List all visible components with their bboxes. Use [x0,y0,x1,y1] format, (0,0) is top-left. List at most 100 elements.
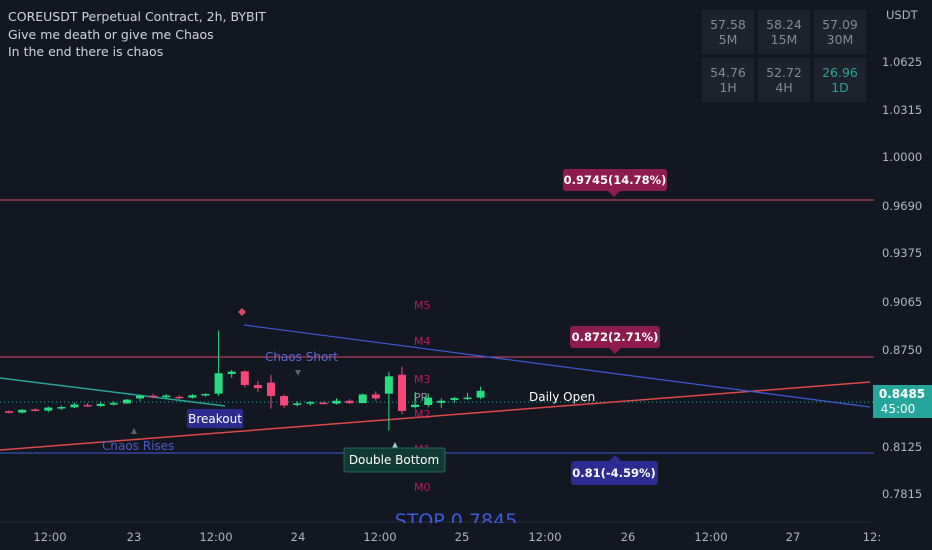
candle-body [188,395,197,398]
time-tick-label: 27 [786,530,801,544]
svg-text:Breakout: Breakout [188,412,242,426]
time-tick-label: 12:00 [199,530,232,544]
chaos-short-label: Chaos Short [265,350,338,364]
rsi-cell-1d: 26.96 1D [814,58,866,102]
blue-trendline [243,324,871,408]
chart-title-block: COREUSDT Perpetual Contract, 2h, BYBIT G… [8,8,266,61]
svg-text:Double Bottom: Double Bottom [349,453,439,467]
indicator-line-2[interactable]: In the end there is chaos [8,44,164,59]
pivot-m4: M4 [414,335,431,348]
time-tick-label: 12: [863,530,882,544]
candle [398,366,406,415]
candle-body [450,398,459,400]
candle [70,402,79,409]
candle [227,370,236,378]
candle [253,381,262,393]
candle-body [253,385,262,389]
candle-body [280,396,289,406]
daily-open-label: Daily Open [529,390,595,404]
candle [109,401,118,406]
svg-text:45:00: 45:00 [881,402,916,416]
candle-body [162,395,171,398]
price-axis-area[interactable] [870,0,932,550]
candle-body [201,393,210,396]
candles-group [5,330,485,431]
rsi-cell-1h: 54.76 1H [702,58,754,102]
time-tick-label: 25 [455,530,470,544]
candle [188,394,197,399]
candle [83,403,92,407]
candle [149,393,158,399]
candle-body [57,407,66,409]
time-tick-label: 24 [291,530,306,544]
current-price-tag: 0.8485 45:00 [873,385,932,418]
svg-text:0.9745(14.78%): 0.9745(14.78%) [564,173,667,187]
rsi-cell-5m: 57.58 5M [702,10,754,54]
price-tick-label: 1.0000 [882,150,922,164]
candle [122,399,131,404]
candle-body [384,376,393,394]
candle [57,405,66,411]
candle [332,398,341,405]
candle-body [267,382,275,397]
pivot-m5: M5 [414,299,431,312]
candle-body [240,371,249,386]
candle-body [345,400,354,404]
candle-body [371,394,380,399]
candle [437,398,446,408]
candle-body [463,397,472,400]
candle [162,393,171,400]
candle [280,394,289,408]
candle [5,410,13,414]
candle-body [424,397,433,405]
candle [18,408,27,414]
candle [44,406,53,413]
candle [463,392,472,400]
candle-body [5,411,13,413]
candle-body [306,402,315,404]
candle [96,402,105,408]
candle [306,401,315,406]
time-tick-label: 23 [127,530,142,544]
candle [384,371,393,431]
candle [175,395,184,400]
price-tick-label: 0.9065 [882,295,922,309]
candle [267,374,275,409]
indicator-line-1[interactable]: Give me death or give me Chaos [8,26,214,42]
rsi-cell-30m: 57.09 30M [814,10,866,54]
price-tick-label: 0.9375 [882,246,922,260]
price-tick-label: 0.7815 [882,487,922,501]
rsi-cell-15m: 58.24 15M [758,10,810,54]
down-arrow-marker [295,370,301,376]
candle-body [293,403,302,405]
time-tick-label: 12:00 [694,530,727,544]
candle-body [122,399,131,404]
candle [293,401,302,407]
candle-body [476,390,485,398]
candle-body [411,404,420,408]
candle [371,391,380,401]
candle-body [70,404,79,408]
candle-body [83,404,92,407]
double-bottom-marker [392,442,398,448]
breakout-badge: Breakout [187,409,243,428]
price-tick-label: 0.9690 [882,199,922,213]
time-tick-label: 12:00 [33,530,66,544]
price-tick-label: 1.0315 [882,103,922,117]
candle-body [398,374,406,411]
candle [201,393,210,397]
chaos-sell-marker [238,308,246,316]
svg-text:0.872(2.71%): 0.872(2.71%) [572,330,659,344]
rsi-cell-4h: 52.72 4H [758,58,810,102]
candle [214,330,223,397]
pivot-m2: M2 [414,408,431,421]
upper-target-label: 0.9745(14.78%) [563,169,667,197]
lower-target-label: 0.81(-4.59%) [571,455,658,485]
up-arrow-marker [131,428,137,434]
candle [345,399,354,404]
chart-title[interactable]: COREUSDT Perpetual Contract, 2h, BYBIT [8,9,266,24]
double-bottom-badge: Double Bottom [343,447,446,473]
candle-body [227,371,236,374]
rsi-table: 57.58 5M 58.24 15M 57.09 30M 54.76 1H 52.72 4… [702,10,866,102]
